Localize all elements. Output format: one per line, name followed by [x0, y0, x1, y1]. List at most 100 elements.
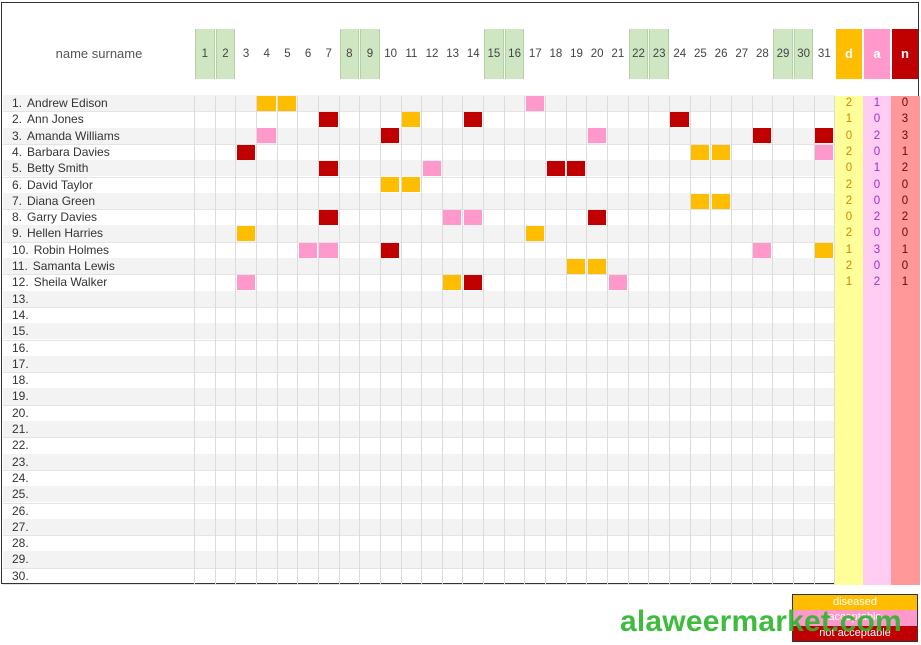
row-divider [3, 306, 835, 308]
row-number: 17. [12, 356, 29, 371]
summary-d-value: 1 [845, 243, 853, 256]
column-divider [627, 96, 629, 585]
row-label: 1. Andrew Edison [12, 95, 108, 111]
summary-header-n: n [892, 29, 918, 79]
status-cell-diseased[interactable] [691, 193, 710, 209]
row-label: 5. Betty Smith [12, 160, 88, 176]
summary-a-value: 0 [873, 178, 881, 191]
status-cell-not-acceptable[interactable] [670, 112, 689, 128]
summary-a-value: 0 [873, 194, 881, 207]
person-name: Betty Smith [27, 161, 89, 176]
row-background [3, 258, 835, 275]
row-label: 16. [12, 340, 34, 356]
summary-n-value: 2 [901, 211, 909, 224]
summary-a-value: 0 [873, 227, 881, 240]
status-cell-not-acceptable[interactable] [546, 161, 565, 176]
status-cell-not-acceptable[interactable] [319, 209, 338, 225]
row-label: 22. [12, 437, 34, 453]
row-number: 20. [12, 405, 29, 420]
status-cell-not-acceptable[interactable] [463, 275, 483, 291]
status-cell-diseased[interactable] [257, 95, 276, 111]
day-header-22: 22 [628, 29, 649, 79]
status-cell-not-acceptable[interactable] [319, 161, 338, 176]
status-cell-diseased[interactable] [525, 226, 545, 242]
summary-header-d: d [836, 29, 862, 79]
status-cell-diseased[interactable] [711, 144, 730, 160]
status-cell-not-acceptable[interactable] [381, 242, 400, 258]
status-cell-acceptable[interactable] [463, 209, 483, 225]
summary-d-value [835, 454, 863, 470]
status-cell-diseased[interactable] [587, 258, 606, 274]
row-number: 2. [12, 112, 23, 127]
status-cell-acceptable[interactable] [257, 128, 276, 144]
status-cell-diseased[interactable] [711, 193, 730, 209]
summary-n-value: 0 [901, 194, 909, 207]
summary-d-value: 2 [845, 227, 853, 240]
summary-d-value [835, 503, 863, 519]
row-number: 1. [12, 96, 23, 110]
summary-n-value [891, 486, 919, 502]
day-header-3: 3 [242, 48, 250, 60]
status-cell-diseased[interactable] [567, 258, 586, 274]
status-cell-diseased[interactable] [381, 177, 400, 193]
summary-n-value [891, 568, 919, 584]
day-header-8: 8 [339, 29, 360, 79]
column-divider [689, 96, 691, 585]
status-cell-diseased[interactable] [402, 112, 421, 128]
status-cell-acceptable[interactable] [443, 209, 462, 225]
row-divider [3, 584, 835, 585]
row-divider [3, 339, 835, 341]
status-cell-not-acceptable[interactable] [319, 112, 338, 128]
row-number: 8. [12, 210, 23, 225]
row-divider [3, 143, 835, 145]
summary-n-value: 1 [901, 276, 909, 289]
day-header-2: 2 [215, 29, 236, 79]
row-divider [3, 241, 835, 243]
status-cell-not-acceptable[interactable] [567, 161, 586, 176]
status-cell-not-acceptable[interactable] [753, 128, 772, 144]
status-cell-diseased[interactable] [278, 95, 297, 111]
column-divider [503, 96, 505, 585]
status-cell-acceptable[interactable] [422, 161, 441, 176]
status-cell-acceptable[interactable] [525, 95, 545, 111]
status-cell-acceptable[interactable] [815, 144, 834, 160]
status-cell-acceptable[interactable] [319, 242, 338, 258]
summary-n-value [891, 307, 919, 323]
status-cell-not-acceptable[interactable] [815, 128, 834, 144]
status-cell-diseased[interactable] [402, 177, 421, 193]
row-background [3, 225, 835, 242]
status-cell-diseased[interactable] [691, 144, 710, 160]
row-background [3, 551, 835, 568]
column-divider [276, 96, 278, 585]
day-header-7: 7 [325, 48, 332, 60]
row-number: 9. [12, 226, 23, 241]
summary-d-value [835, 356, 863, 372]
status-cell-not-acceptable[interactable] [236, 144, 255, 160]
status-cell-acceptable[interactable] [608, 275, 627, 291]
summary-n-value [891, 340, 919, 356]
day-header-1: 1 [195, 29, 215, 79]
summary-d-value [835, 372, 863, 388]
status-cell-diseased[interactable] [443, 275, 462, 291]
column-divider [317, 96, 319, 585]
status-cell-acceptable[interactable] [587, 128, 606, 144]
status-cell-not-acceptable[interactable] [381, 128, 400, 144]
status-cell-acceptable[interactable] [236, 275, 255, 291]
legend-diseased: diseased [793, 595, 917, 611]
summary-header-a: a [864, 29, 890, 79]
legend: diseased acceptable not acceptable [792, 594, 918, 642]
summary-a-value [863, 486, 891, 502]
status-cell-diseased[interactable] [815, 242, 834, 258]
status-cell-diseased[interactable] [236, 226, 255, 242]
column-divider [545, 96, 547, 585]
legend-acceptable: acceptable [793, 610, 917, 626]
status-cell-acceptable[interactable] [298, 242, 317, 258]
day-header-13: 13 [446, 48, 460, 60]
summary-n-value [891, 437, 919, 453]
status-cell-not-acceptable[interactable] [463, 112, 483, 128]
row-label: 6. David Taylor [12, 177, 93, 193]
column-divider [214, 96, 216, 585]
status-cell-acceptable[interactable] [753, 242, 772, 258]
status-cell-not-acceptable[interactable] [587, 209, 606, 225]
person-name: David Taylor [27, 177, 93, 192]
